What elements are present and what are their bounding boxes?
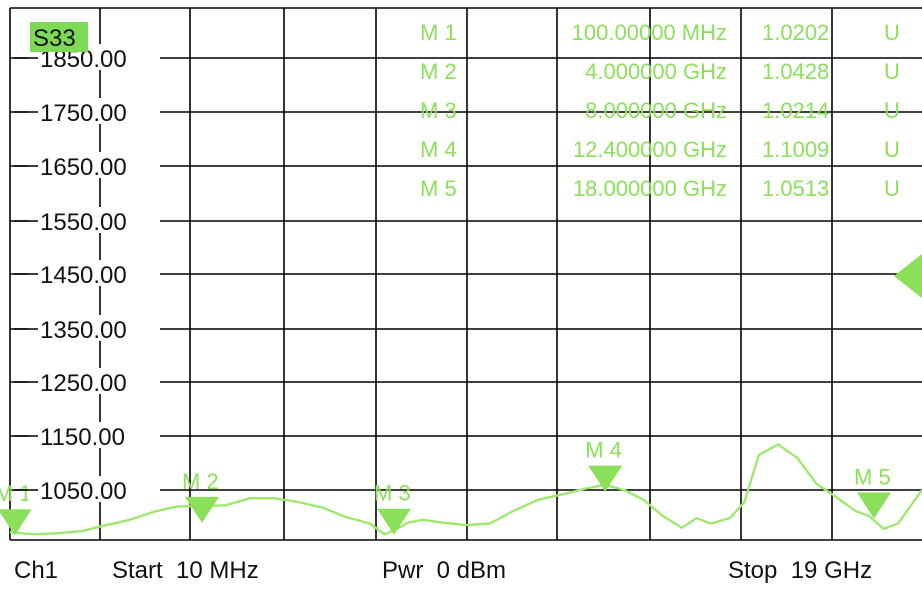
marker-table-name: M 5	[420, 176, 457, 201]
marker-table-frequency: 8.000000 GHz	[585, 98, 727, 123]
stop-frequency-label: Stop 19 GHz	[728, 557, 873, 584]
tick-label-bg	[28, 422, 160, 448]
marker-table-name: M 2	[420, 59, 457, 84]
marker-table-frequency: 12.400000 GHz	[573, 137, 727, 162]
y-tick-label: 1650.00	[40, 154, 127, 181]
trace-label-badge	[30, 22, 88, 52]
marker-table-frequency: 4.000000 GHz	[585, 59, 727, 84]
marker-table-value: 1.0202	[762, 20, 829, 45]
tick-label-bg	[28, 98, 160, 124]
tick-label-bg	[28, 260, 160, 286]
y-tick-label: 1350.00	[40, 317, 127, 344]
trace-line	[9, 443, 922, 536]
marker-4-icon	[588, 465, 623, 492]
tick-label-bg	[28, 368, 160, 394]
y-tick-label: 1750.00	[40, 100, 127, 127]
marker-5-label: M 5	[854, 465, 891, 490]
marker-table-unit: U	[884, 176, 900, 201]
marker-table-value: 1.0428	[762, 59, 829, 84]
y-tick-label: 1250.00	[40, 370, 127, 397]
marker-table-unit: U	[884, 20, 900, 45]
marker-2-label: M 2	[182, 469, 219, 494]
marker-table-value: 1.0513	[762, 176, 829, 201]
y-tick-label: 1150.00	[40, 424, 125, 451]
marker-table-unit: U	[884, 59, 900, 84]
marker-1-label: M 1	[0, 481, 31, 506]
marker-table-unit: U	[884, 98, 900, 123]
marker-table-name: M 3	[420, 98, 457, 123]
marker-2-icon	[185, 496, 219, 523]
marker-5-icon	[857, 492, 891, 519]
y-tick-label: 1550.00	[40, 209, 127, 236]
marker-3-label: M 3	[374, 481, 411, 506]
marker-table-frequency: 100.00000 MHz	[572, 20, 727, 45]
tick-label-bg	[28, 207, 160, 233]
tick-label-bg	[28, 152, 160, 178]
marker-1-icon	[0, 509, 32, 536]
channel-label: Ch1	[14, 557, 59, 584]
tick-label-bg	[28, 476, 160, 502]
marker-table-value: 1.1009	[762, 137, 829, 162]
start-frequency-label: Start 10 MHz	[112, 557, 259, 584]
marker-3-icon	[377, 508, 411, 535]
power-label: Pwr 0 dBm	[382, 557, 507, 584]
marker-table-unit: U	[884, 137, 900, 162]
trace-label-text: S33	[33, 25, 76, 52]
tick-label-bg	[28, 315, 160, 341]
marker-table-value: 1.0214	[762, 98, 829, 123]
marker-table-frequency: 18.000000 GHz	[573, 176, 727, 201]
marker-table-name: M 1	[420, 20, 457, 45]
marker-4-label: M 4	[585, 438, 622, 463]
reference-level-arrow-icon	[894, 254, 922, 298]
marker-table-name: M 4	[420, 137, 457, 162]
y-tick-label: 1050.00	[40, 478, 127, 505]
y-tick-label: 1450.00	[40, 262, 127, 289]
